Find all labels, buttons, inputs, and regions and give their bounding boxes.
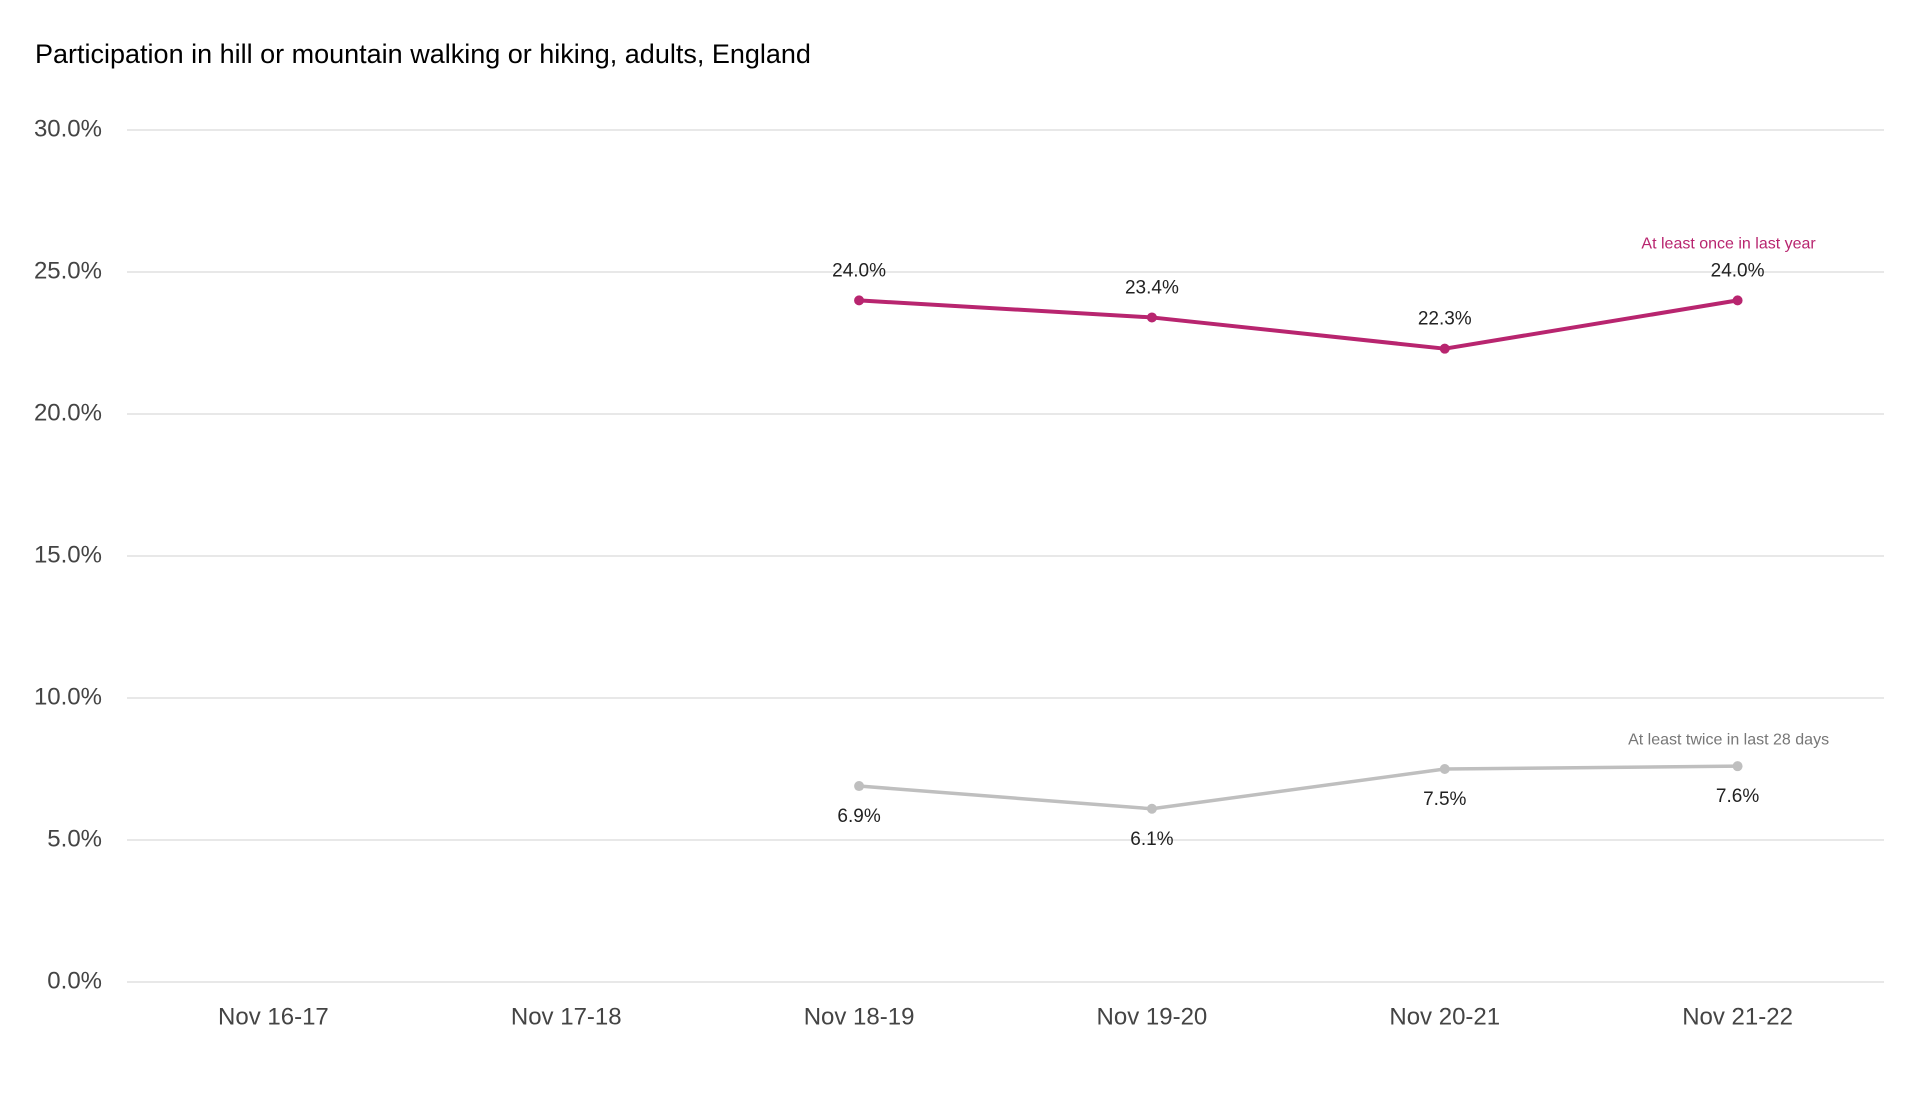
x-tick-label: Nov 19-20: [1097, 1003, 1208, 1030]
series-name: At least twice in last 28 days: [1628, 731, 1829, 748]
data-label: 23.4%: [1125, 277, 1179, 298]
data-label: 24.0%: [1711, 260, 1765, 281]
data-point: [1146, 803, 1157, 814]
data-point: [1439, 764, 1450, 774]
y-tick-label: 0.0%: [47, 967, 102, 994]
data-point: [1146, 312, 1157, 323]
y-tick-label: 20.0%: [34, 399, 102, 426]
y-tick-label: 30.0%: [34, 115, 102, 142]
x-tick-label: Nov 16-17: [218, 1003, 329, 1030]
data-label: 6.9%: [837, 806, 880, 827]
series-line: [858, 298, 1738, 351]
data-label: 7.6%: [1716, 786, 1759, 807]
series-line: [858, 764, 1738, 811]
data-point: [854, 781, 865, 792]
data-label: 7.5%: [1423, 789, 1466, 810]
y-tick-label: 15.0%: [34, 541, 102, 568]
data-point: [1732, 295, 1743, 306]
data-point: [1732, 761, 1743, 772]
data-label: 24.0%: [832, 260, 886, 281]
x-tick-label: Nov 18-19: [804, 1003, 915, 1030]
y-tick-label: 5.0%: [47, 825, 102, 852]
data-point: [1439, 343, 1450, 354]
x-tick-label: Nov 20-21: [1389, 1003, 1500, 1030]
data-point: [854, 295, 865, 306]
x-tick-label: Nov 21-22: [1682, 1003, 1793, 1030]
data-label: 6.1%: [1130, 829, 1173, 850]
y-tick-label: 25.0%: [34, 257, 102, 284]
y-tick-label: 10.0%: [34, 683, 102, 710]
chart-title: Participation in hill or mountain walkin…: [35, 39, 811, 69]
series-name: At least once in last year: [1641, 236, 1816, 253]
data-label: 22.3%: [1418, 309, 1472, 330]
x-tick-label: Nov 17-18: [511, 1003, 622, 1030]
